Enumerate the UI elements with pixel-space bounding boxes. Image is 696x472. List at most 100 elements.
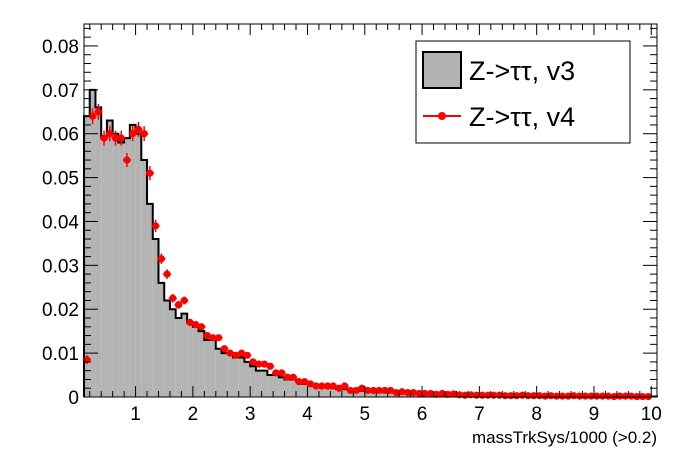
x-tick-label: 6 xyxy=(417,404,428,425)
data-point xyxy=(146,169,154,177)
hist-bar xyxy=(290,379,297,397)
data-point xyxy=(438,389,446,398)
hist-bar xyxy=(387,392,394,397)
x-tick-label: 4 xyxy=(302,404,313,425)
hist-bar xyxy=(221,353,228,397)
data-point xyxy=(564,392,572,400)
hist-bar xyxy=(296,381,302,397)
data-point xyxy=(576,392,584,400)
hist-bar xyxy=(95,107,102,398)
y-tick-label: 0 xyxy=(68,388,79,409)
data-point xyxy=(129,130,137,138)
x-tick-labels: 1 2 3 4 5 6 7 8 9 10 xyxy=(130,404,662,425)
hist-bar xyxy=(118,142,125,397)
data-point xyxy=(621,392,630,400)
hist-bar xyxy=(187,322,193,397)
data-point xyxy=(432,390,440,398)
data-point xyxy=(312,382,320,390)
data-point xyxy=(375,386,383,395)
data-point xyxy=(593,392,601,400)
x-axis-title: massTrkSys/1000 (>0.2) xyxy=(472,428,657,447)
y-tick-label: 0.07 xyxy=(42,81,79,102)
data-point xyxy=(100,134,108,142)
hist-bar xyxy=(359,390,365,397)
data-point xyxy=(341,382,349,390)
data-point xyxy=(209,334,217,342)
y-tick-label: 0.05 xyxy=(42,169,79,190)
legend: Z->ττ, v3 Z->ττ, v4 xyxy=(415,40,631,144)
y-tick-label: 0.01 xyxy=(42,344,79,365)
hist-bar xyxy=(124,138,130,397)
x-tick-label: 7 xyxy=(474,404,485,425)
hist-bar xyxy=(370,391,377,397)
hist-bar xyxy=(250,366,256,397)
hist-bar xyxy=(244,361,251,397)
data-point xyxy=(364,386,372,395)
y-tick-label: 0.06 xyxy=(42,125,79,146)
data-point xyxy=(392,389,400,397)
hist-bar xyxy=(301,383,308,397)
hist-bar xyxy=(238,357,245,397)
data-point xyxy=(283,373,292,381)
hist-bar xyxy=(147,203,153,397)
data-point xyxy=(295,378,303,386)
hist-bar xyxy=(135,133,142,398)
hist-bar xyxy=(89,89,96,397)
data-point xyxy=(427,389,435,398)
x-tick-label: 5 xyxy=(359,404,370,425)
hist-bar xyxy=(284,379,291,397)
hist-bar xyxy=(313,384,319,397)
data-point xyxy=(88,112,97,120)
data-point xyxy=(323,382,332,390)
hist-bar xyxy=(324,387,331,397)
data-point xyxy=(444,390,452,398)
data-point xyxy=(94,108,102,116)
hist-bar xyxy=(169,309,176,397)
hist-bar xyxy=(158,282,165,397)
hist-bar xyxy=(255,370,262,397)
hist-bar xyxy=(210,339,216,397)
hist-bar xyxy=(307,383,314,397)
data-point xyxy=(553,392,561,400)
data-point xyxy=(266,362,274,370)
data-point xyxy=(169,294,177,302)
data-point xyxy=(346,386,355,395)
data-point xyxy=(272,369,280,377)
data-point xyxy=(106,130,114,138)
data-point xyxy=(197,323,206,331)
hist-bar xyxy=(227,353,233,397)
legend-label-v4: Z->ττ, v4 xyxy=(469,102,575,132)
y-tick-label: 0.02 xyxy=(42,300,79,321)
data-point xyxy=(558,392,567,400)
y-tick-label: 0.08 xyxy=(42,37,79,58)
hist-bar xyxy=(232,357,239,397)
data-point xyxy=(616,392,624,400)
data-point xyxy=(449,390,458,398)
data-point xyxy=(117,134,125,142)
x-tick-label: 1 xyxy=(130,404,141,425)
hist-bar xyxy=(261,370,268,397)
x-tick-label: 3 xyxy=(245,404,256,425)
x-tick-label: 8 xyxy=(531,404,542,425)
data-point xyxy=(255,360,263,368)
data-point xyxy=(369,386,377,395)
hist-bar xyxy=(330,388,337,397)
hist-bar xyxy=(336,389,342,397)
legend-label-v3: Z->ττ, v3 xyxy=(469,56,575,86)
hist-bar xyxy=(175,318,182,397)
data-point xyxy=(134,125,143,133)
data-point xyxy=(587,392,595,400)
data-point xyxy=(215,334,223,342)
data-point xyxy=(404,389,412,397)
x-tick-label: 9 xyxy=(589,404,600,425)
y-tick-label: 0.03 xyxy=(42,256,79,277)
axis-ticks xyxy=(84,24,657,398)
hist-bar xyxy=(181,313,188,397)
hist-bar xyxy=(152,239,159,397)
data-point xyxy=(174,301,183,309)
x-tick-label: 2 xyxy=(188,404,199,425)
data-point xyxy=(180,296,188,305)
plot-frame xyxy=(83,23,658,398)
data-point xyxy=(421,389,429,398)
data-point xyxy=(627,392,635,400)
